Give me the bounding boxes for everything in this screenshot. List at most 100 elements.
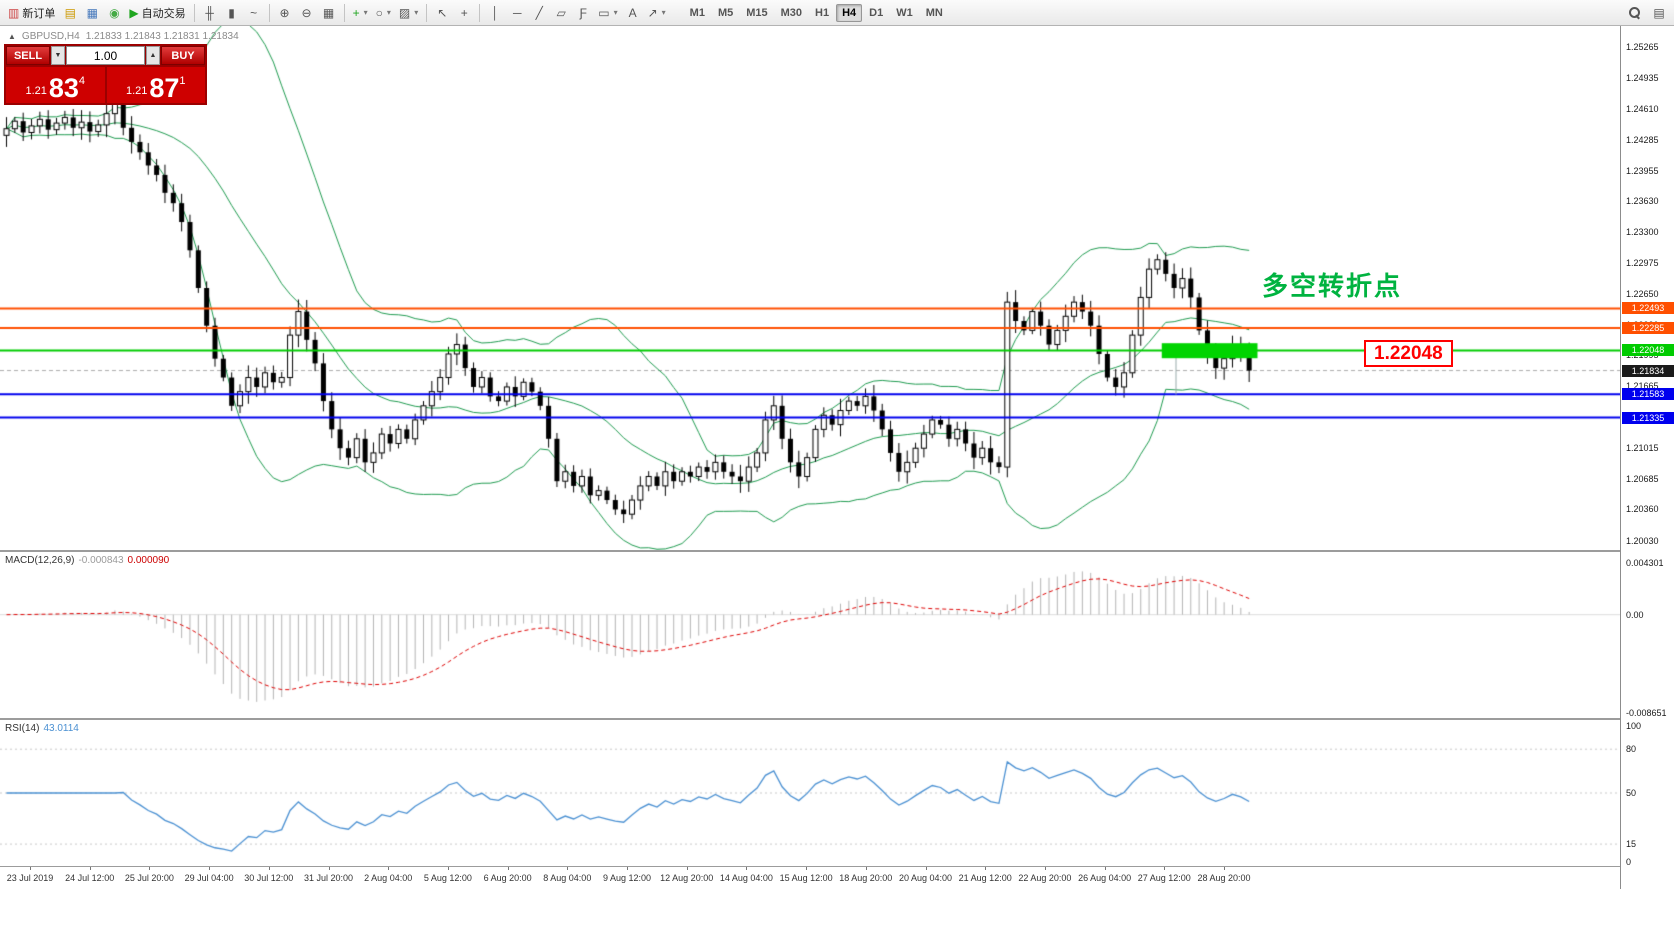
rsi-tick-label: 80 (1626, 744, 1637, 755)
macd-tick-label: -0.008651 (1626, 708, 1667, 718)
chart-bars-button[interactable]: ╫ (199, 3, 221, 23)
time-tick (328, 867, 330, 870)
timeframe-m1-button[interactable]: M1 (689, 6, 705, 19)
caret-down-icon: ▾ (363, 8, 368, 17)
price-tick-label: 1.23300 (1626, 227, 1659, 238)
sell-button[interactable]: SELL (6, 46, 50, 65)
level-price-label-green: 1.22048 (1622, 344, 1674, 357)
time-tick-label: 20 Aug 04:00 (898, 873, 953, 883)
macd-name: MACD(12,26,9) (5, 555, 75, 566)
toolbar-right: ▤ (1624, 3, 1670, 23)
timeframe-mn-button[interactable]: MN (925, 6, 943, 19)
indicators-button[interactable]: + ▾ (349, 3, 372, 23)
grid-button[interactable]: ▦ (318, 3, 340, 23)
timeframe-m5-button[interactable]: M5 (717, 6, 734, 19)
price-scale[interactable]: 1.25265 1.24935 1.24610 1.24285 1.23955 1.236… (1620, 26, 1674, 889)
level-price-label-orange: 1.22285 (1622, 322, 1674, 335)
cursor-icon: ↖ (437, 5, 448, 20)
time-tick (1224, 867, 1225, 870)
volume-decrement-button[interactable]: ▼ (51, 46, 65, 65)
time-tick-label: 9 Aug 12:00 (602, 873, 652, 883)
zoom-in-button[interactable]: ⊕ (274, 3, 296, 23)
time-axis[interactable]: 23 Jul 2019 24 Jul 12:00 25 Jul 20:00 29 Ju… (0, 866, 1620, 890)
chart-bars-icon: ╫ (205, 5, 214, 20)
periods-icon: ○ (375, 5, 383, 20)
search-icon (1629, 6, 1641, 19)
text-icon: A (628, 5, 637, 20)
timeframe-h4-button[interactable]: H4 (836, 3, 863, 22)
timeframe-d1-button[interactable]: D1 (869, 6, 884, 19)
timeframe-m15-button[interactable]: M15 (746, 6, 768, 19)
market-watch-button[interactable]: ▦ (81, 3, 103, 23)
chart-line-button[interactable]: ~ (243, 3, 265, 23)
time-tick (925, 867, 927, 870)
caret-down-icon: ▾ (414, 8, 419, 17)
time-tick (1044, 867, 1046, 870)
time-tick-label: 25 Jul 20:00 (124, 873, 174, 883)
chart-window-button[interactable]: ▤ (59, 3, 81, 23)
rsi-tick-label: 0 (1626, 857, 1632, 867)
zoom-out-button[interactable]: ⊖ (296, 3, 318, 23)
buy-price-pip: 1 (179, 75, 186, 87)
timeframe-group: M1 M5 M15 M30 H1 H4 D1 W1 MN (684, 3, 949, 22)
new-order-icon: ▥ (8, 5, 20, 20)
crosshair-button[interactable]: + (453, 3, 475, 23)
new-order-button[interactable]: ▥ 新订单 (4, 3, 59, 23)
vertical-line-button[interactable]: │ (484, 3, 506, 23)
trendline-icon: ╱ (535, 5, 543, 20)
autotrading-button[interactable]: ▶ 自动交易 (125, 3, 189, 23)
sell-price[interactable]: 1.21 83 4 (6, 67, 105, 103)
zoom-out-icon: ⊖ (301, 5, 312, 20)
one-click-trading-widget: SELL ▼ ▲ BUY 1.21 83 4 1.21 87 1 (4, 44, 207, 105)
toolbar-separator (479, 3, 481, 22)
timeframe-h1-button[interactable]: H1 (815, 6, 830, 19)
horizontal-line-button[interactable]: ─ (506, 3, 528, 23)
price-tick-label: 1.20030 (1626, 535, 1659, 546)
macd-label: MACD(12,26,9) -0.000843 0.000090 (5, 555, 169, 566)
periods-button[interactable]: ○ ▾ (372, 3, 395, 23)
sell-price-pip: 4 (78, 75, 86, 87)
rsi-panel-canvas[interactable] (0, 720, 1620, 866)
panel-separator[interactable] (0, 550, 1674, 552)
windows-button[interactable]: ▤ (1648, 3, 1670, 23)
level-price-label-blue: 1.21583 (1622, 388, 1674, 401)
annotation-text[interactable]: 多空转折点 (1262, 271, 1403, 301)
price-tick-label: 1.21015 (1626, 442, 1659, 453)
price-tick-label: 1.22650 (1626, 288, 1659, 299)
main-chart-canvas[interactable] (0, 26, 1620, 550)
buy-price[interactable]: 1.21 87 1 (106, 67, 205, 103)
time-tick (985, 867, 987, 870)
timeframe-m30-button[interactable]: M30 (780, 6, 803, 19)
macd-main-value: -0.000843 (78, 555, 124, 566)
time-tick-label: 28 Aug 20:00 (1197, 873, 1251, 883)
macd-panel-canvas[interactable] (0, 552, 1620, 718)
text-button[interactable]: A (622, 3, 644, 23)
chart-candles-button[interactable]: ▮ (221, 3, 243, 23)
templates-icon: ▨ (398, 5, 411, 20)
arrows-button[interactable]: ↗ ▾ (644, 3, 670, 23)
price-callout-box[interactable]: 1.22048 (1364, 340, 1453, 367)
time-tick-label: 24 Jul 12:00 (65, 873, 115, 883)
windows-icon: ▤ (1653, 5, 1665, 20)
search-button[interactable] (1624, 3, 1646, 23)
time-tick-label: 12 Aug 20:00 (660, 873, 714, 883)
time-tick (89, 867, 91, 870)
templates-button[interactable]: ▨ ▾ (395, 3, 422, 23)
time-tick (686, 867, 688, 870)
volume-increment-button[interactable]: ▲ (146, 46, 160, 65)
volume-input[interactable] (66, 46, 145, 65)
shapes-button[interactable]: ▭ ▾ (594, 3, 621, 23)
time-tick-label: 30 Jul 12:00 (244, 873, 294, 883)
trendline-button[interactable]: ╱ (528, 3, 550, 23)
data-window-button[interactable]: ◉ (103, 3, 125, 23)
panel-separator[interactable] (0, 718, 1674, 720)
sell-price-small: 1.21 (25, 85, 47, 97)
cursor-button[interactable]: ↖ (431, 3, 453, 23)
time-tick (1104, 867, 1106, 870)
buy-button[interactable]: BUY (161, 46, 205, 65)
equidistant-channel-button[interactable]: ▱ (550, 3, 572, 23)
collapse-arrow-icon[interactable]: ▲ (8, 32, 16, 41)
fibonacci-button[interactable]: Ƒ (572, 3, 594, 23)
time-tick-label: 22 Aug 20:00 (1018, 873, 1072, 883)
timeframe-w1-button[interactable]: W1 (896, 6, 913, 19)
